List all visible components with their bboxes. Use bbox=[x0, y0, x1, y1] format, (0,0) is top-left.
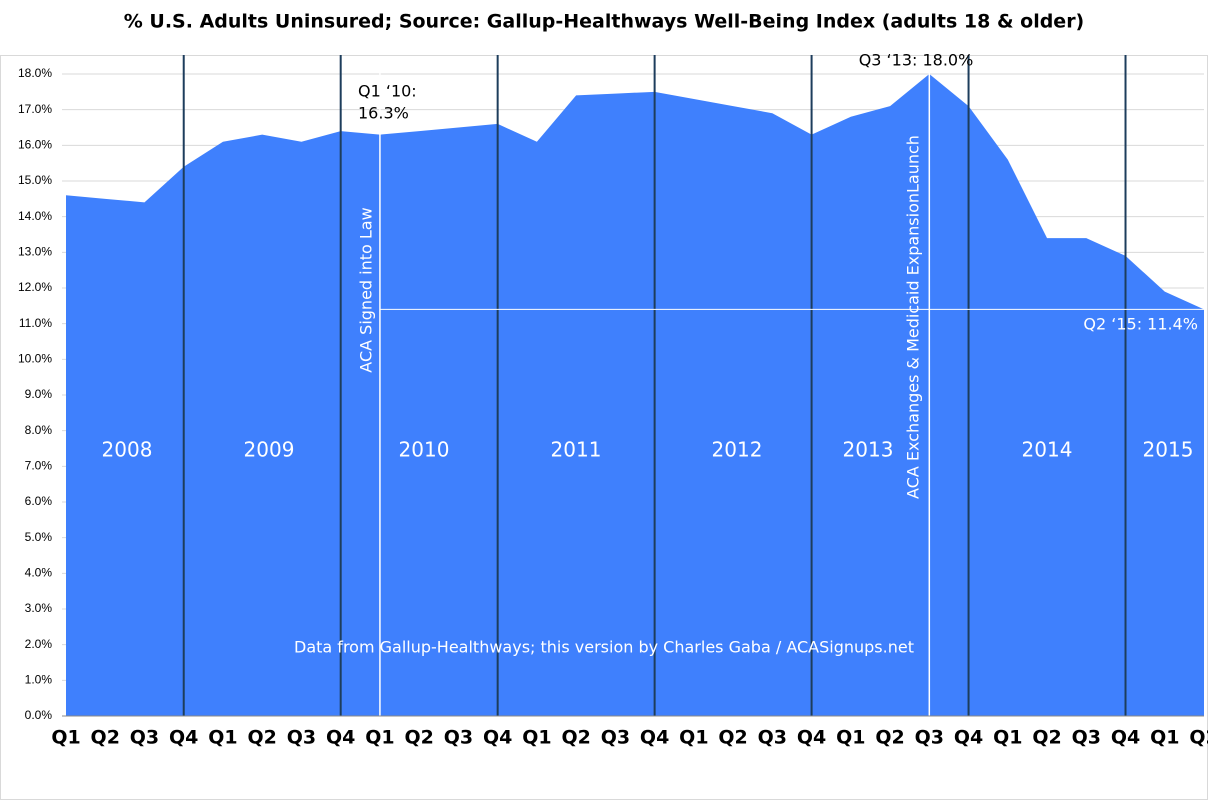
x-tick-label: Q2 bbox=[561, 727, 590, 749]
y-tick-label: 9.0% bbox=[25, 387, 53, 401]
annotation: Q2 ‘15: 11.4% bbox=[1083, 315, 1198, 334]
x-tick-label: Q3 bbox=[915, 727, 944, 749]
source-note: Data from Gallup-Healthways; this versio… bbox=[294, 638, 914, 657]
x-tick-label: Q2 bbox=[875, 727, 904, 749]
x-tick-label: Q1 bbox=[993, 727, 1022, 749]
y-tick-label: 16.0% bbox=[18, 138, 52, 152]
year-label: 2013 bbox=[843, 438, 894, 462]
annotation: ACA Signed into Law bbox=[357, 207, 376, 372]
x-tick-label: Q4 bbox=[640, 727, 669, 749]
x-tick-label: Q1 bbox=[836, 727, 865, 749]
x-tick-label: Q3 bbox=[130, 727, 159, 749]
year-label: 2012 bbox=[712, 438, 763, 462]
x-tick-label: Q1 bbox=[522, 727, 551, 749]
x-tick-label: Q2 bbox=[91, 727, 120, 749]
y-tick-label: 6.0% bbox=[25, 494, 53, 508]
y-tick-label: 1.0% bbox=[25, 673, 53, 687]
x-tick-label: Q4 bbox=[483, 727, 512, 749]
year-label: 2011 bbox=[551, 438, 602, 462]
x-tick-label: Q3 bbox=[1072, 727, 1101, 749]
y-tick-label: 18.0% bbox=[18, 66, 52, 80]
y-tick-label: 8.0% bbox=[25, 423, 53, 437]
y-tick-label: 10.0% bbox=[18, 352, 52, 366]
x-tick-label: Q3 bbox=[444, 727, 473, 749]
year-label: 2008 bbox=[102, 438, 153, 462]
x-tick-label: Q3 bbox=[601, 727, 630, 749]
x-tick-label: Q4 bbox=[1111, 727, 1140, 749]
chart-title: % U.S. Adults Uninsured; Source: Gallup-… bbox=[124, 11, 1085, 33]
annotation: Q1 ‘10: bbox=[358, 82, 417, 101]
year-label: 2015 bbox=[1143, 438, 1194, 462]
year-label: 2009 bbox=[244, 438, 295, 462]
y-tick-label: 2.0% bbox=[25, 637, 53, 651]
x-tick-label: Q4 bbox=[954, 727, 983, 749]
y-tick-label: 15.0% bbox=[18, 173, 52, 187]
y-tick-label: 7.0% bbox=[25, 459, 53, 473]
x-tick-label: Q2 bbox=[718, 727, 747, 749]
y-tick-label: 13.0% bbox=[18, 245, 52, 259]
year-label: 2010 bbox=[399, 438, 450, 462]
x-tick-label: Q4 bbox=[326, 727, 355, 749]
y-tick-label: 5.0% bbox=[25, 530, 53, 544]
x-tick-label: Q4 bbox=[169, 727, 198, 749]
x-tick-label: Q3 bbox=[758, 727, 787, 749]
annotation: Q3 ‘13: 18.0% bbox=[859, 51, 974, 70]
y-tick-label: 17.0% bbox=[18, 102, 52, 116]
y-tick-label: 12.0% bbox=[18, 280, 52, 294]
x-tick-label: Q2 bbox=[1189, 727, 1208, 749]
y-tick-label: 4.0% bbox=[25, 566, 53, 580]
y-tick-label: 14.0% bbox=[18, 209, 52, 223]
x-tick-label: Q2 bbox=[404, 727, 433, 749]
y-tick-label: 0.0% bbox=[25, 708, 53, 722]
x-tick-label: Q1 bbox=[51, 727, 80, 749]
x-tick-label: Q4 bbox=[797, 727, 826, 749]
area bbox=[66, 74, 1204, 716]
x-tick-label: Q1 bbox=[1150, 727, 1179, 749]
x-tick-label: Q3 bbox=[287, 727, 316, 749]
x-tick-label: Q2 bbox=[1032, 727, 1061, 749]
x-tick-label: Q1 bbox=[208, 727, 237, 749]
x-tick-label: Q1 bbox=[365, 727, 394, 749]
x-tick-label: Q2 bbox=[248, 727, 277, 749]
y-tick-label: 11.0% bbox=[19, 316, 52, 330]
year-label: 2014 bbox=[1022, 438, 1073, 462]
annotation: ACA Exchanges & Medicaid ExpansionLaunch bbox=[904, 135, 923, 499]
annotation: 16.3% bbox=[358, 104, 409, 123]
x-tick-label: Q1 bbox=[679, 727, 708, 749]
y-tick-label: 3.0% bbox=[25, 601, 53, 615]
